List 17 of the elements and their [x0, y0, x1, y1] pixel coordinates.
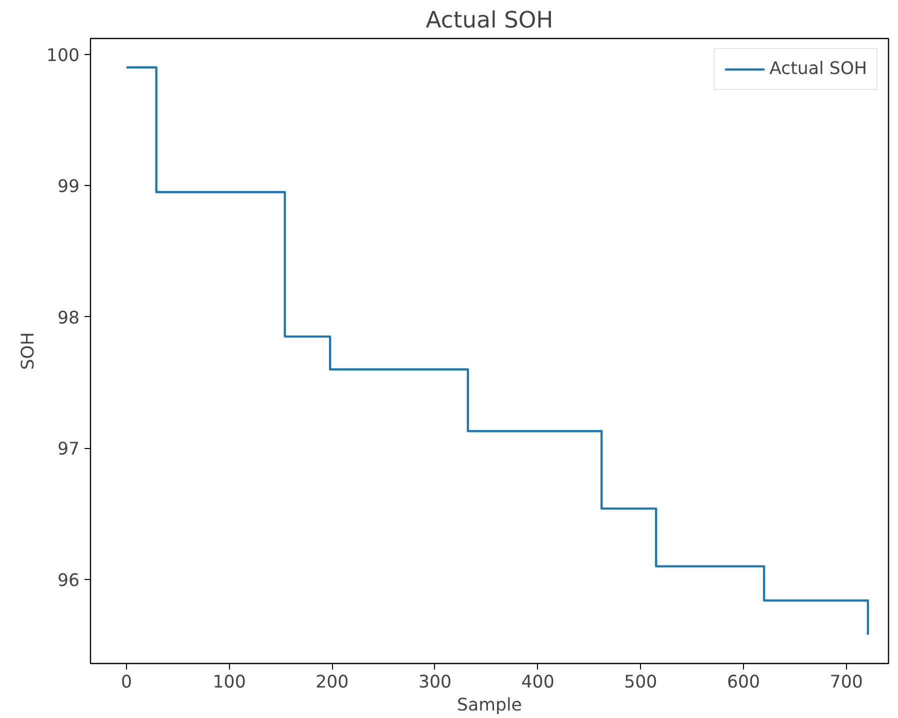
x-tick-label: 600 — [726, 672, 760, 692]
y-tick-label: 98 — [57, 308, 80, 328]
x-tick-label: 500 — [624, 672, 658, 692]
y-tick-label: 100 — [46, 46, 80, 66]
y-tick-label: 99 — [57, 177, 80, 198]
chart-title: Actual SOH — [426, 8, 554, 34]
y-tick-label: 97 — [57, 440, 80, 460]
legend-label: Actual SOH — [770, 59, 867, 79]
x-axis-title: Sample — [457, 696, 522, 716]
x-tick-label: 200 — [316, 672, 349, 692]
x-tick-label: 400 — [521, 672, 554, 692]
y-tick-label: 96 — [57, 570, 80, 591]
x-tick-label: 0 — [120, 672, 132, 692]
x-tick-label: 100 — [212, 672, 246, 692]
y-axis-title: SOH — [18, 332, 38, 370]
x-tick-label: 700 — [830, 672, 863, 692]
x-tick-label: 300 — [418, 672, 452, 692]
